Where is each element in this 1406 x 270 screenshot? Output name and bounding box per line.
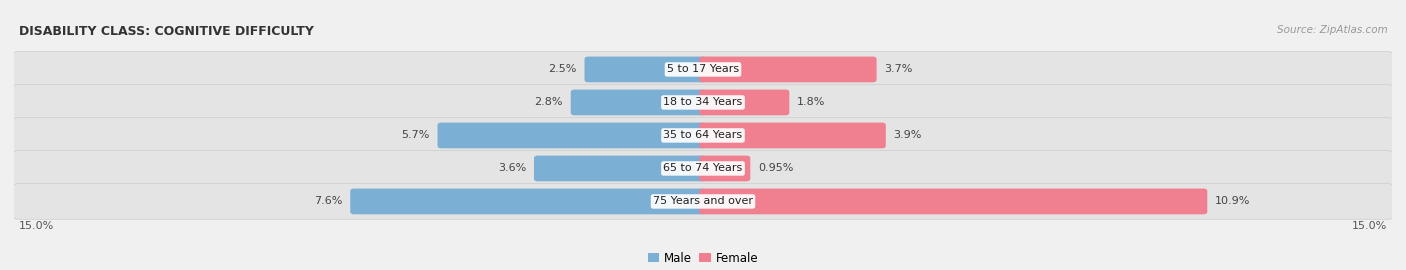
FancyBboxPatch shape [11, 118, 1395, 153]
FancyBboxPatch shape [534, 156, 707, 181]
Text: 0.95%: 0.95% [758, 163, 793, 173]
FancyBboxPatch shape [699, 156, 751, 181]
FancyBboxPatch shape [437, 123, 707, 148]
Text: 10.9%: 10.9% [1215, 197, 1250, 207]
FancyBboxPatch shape [350, 188, 707, 214]
Text: 3.9%: 3.9% [894, 130, 922, 140]
FancyBboxPatch shape [699, 123, 886, 148]
Legend: Male, Female: Male, Female [643, 247, 763, 269]
FancyBboxPatch shape [699, 57, 876, 82]
Text: 2.5%: 2.5% [548, 65, 576, 75]
Text: 3.6%: 3.6% [498, 163, 526, 173]
Text: 1.8%: 1.8% [797, 97, 825, 107]
FancyBboxPatch shape [11, 151, 1395, 186]
Text: 18 to 34 Years: 18 to 34 Years [664, 97, 742, 107]
Text: DISABILITY CLASS: COGNITIVE DIFFICULTY: DISABILITY CLASS: COGNITIVE DIFFICULTY [18, 25, 314, 38]
FancyBboxPatch shape [585, 57, 707, 82]
Text: Source: ZipAtlas.com: Source: ZipAtlas.com [1277, 25, 1388, 35]
FancyBboxPatch shape [11, 184, 1395, 219]
Text: 3.7%: 3.7% [884, 65, 912, 75]
Text: 2.8%: 2.8% [534, 97, 562, 107]
Text: 75 Years and over: 75 Years and over [652, 197, 754, 207]
FancyBboxPatch shape [699, 188, 1208, 214]
Text: 15.0%: 15.0% [18, 221, 53, 231]
Text: 35 to 64 Years: 35 to 64 Years [664, 130, 742, 140]
FancyBboxPatch shape [571, 90, 707, 115]
Text: 7.6%: 7.6% [314, 197, 343, 207]
Text: 5 to 17 Years: 5 to 17 Years [666, 65, 740, 75]
FancyBboxPatch shape [699, 90, 789, 115]
Text: 5.7%: 5.7% [401, 130, 430, 140]
Text: 15.0%: 15.0% [1353, 221, 1388, 231]
FancyBboxPatch shape [11, 85, 1395, 120]
Text: 65 to 74 Years: 65 to 74 Years [664, 163, 742, 173]
FancyBboxPatch shape [11, 52, 1395, 87]
